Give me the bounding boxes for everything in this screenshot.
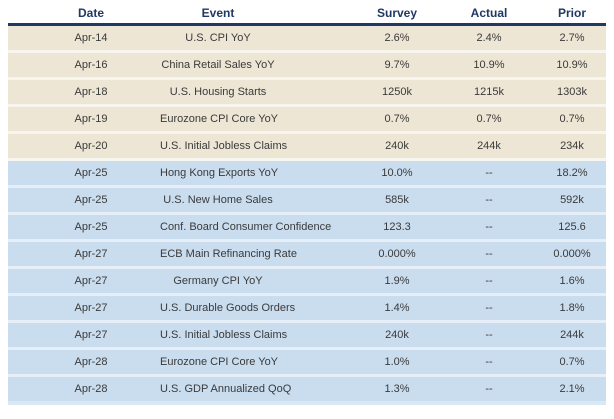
cell-event: U.S. GDP Annualized QoQ: [160, 375, 354, 405]
cell-prior: 0.7%: [538, 348, 606, 377]
cell-prior: 125.6: [538, 213, 606, 242]
cell-actual: 0.7%: [440, 105, 538, 134]
cell-prior: 18.2%: [538, 159, 606, 188]
table-row: Apr-28 U.S. GDP Annualized QoQ 1.3% -- 2…: [8, 375, 606, 405]
table-row: Apr-27 U.S. Initial Jobless Claims 240k …: [8, 321, 606, 350]
cell-event: U.S. CPI YoY: [160, 23, 354, 53]
table-row: Apr-16 China Retail Sales YoY 9.7% 10.9%…: [8, 51, 606, 80]
cell-actual: --: [440, 348, 538, 377]
table-row: Apr-25 Conf. Board Consumer Confidence 1…: [8, 213, 606, 242]
column-header-survey: Survey: [354, 2, 440, 26]
cell-date: Apr-20: [8, 132, 160, 161]
cell-event: China Retail Sales YoY: [160, 51, 354, 80]
cell-prior: 1.8%: [538, 294, 606, 323]
economic-calendar-table: Date Event Survey Actual Prior Apr-14 U.…: [8, 2, 606, 405]
cell-date: Apr-27: [8, 321, 160, 350]
cell-actual: 2.4%: [440, 23, 538, 53]
column-header-prior: Prior: [538, 2, 606, 26]
cell-survey: 2.6%: [354, 23, 440, 53]
table-row: Apr-14 U.S. CPI YoY 2.6% 2.4% 2.7%: [8, 23, 606, 53]
cell-survey: 123.3: [354, 213, 440, 242]
cell-actual: --: [440, 159, 538, 188]
cell-actual: --: [440, 321, 538, 350]
cell-event: U.S. Initial Jobless Claims: [160, 132, 354, 161]
cell-date: Apr-14: [8, 23, 160, 53]
cell-actual: 1215k: [440, 78, 538, 107]
header-row: Date Event Survey Actual Prior: [8, 2, 606, 26]
column-header-date: Date: [8, 2, 160, 26]
cell-date: Apr-18: [8, 78, 160, 107]
cell-date: Apr-16: [8, 51, 160, 80]
table-row: Apr-25 Hong Kong Exports YoY 10.0% -- 18…: [8, 159, 606, 188]
cell-prior: 1303k: [538, 78, 606, 107]
table-body: Apr-14 U.S. CPI YoY 2.6% 2.4% 2.7% Apr-1…: [8, 23, 606, 405]
cell-date: Apr-25: [8, 213, 160, 242]
cell-date: Apr-27: [8, 294, 160, 323]
cell-survey: 585k: [354, 186, 440, 215]
table-header: Date Event Survey Actual Prior: [8, 2, 606, 26]
cell-date: Apr-27: [8, 267, 160, 296]
cell-prior: 1.6%: [538, 267, 606, 296]
cell-event: U.S. Initial Jobless Claims: [160, 321, 354, 350]
cell-prior: 234k: [538, 132, 606, 161]
table-row: Apr-27 ECB Main Refinancing Rate 0.000% …: [8, 240, 606, 269]
cell-event: Germany CPI YoY: [160, 267, 354, 296]
cell-survey: 0.000%: [354, 240, 440, 269]
cell-event: Hong Kong Exports YoY: [160, 159, 354, 188]
cell-event: Conf. Board Consumer Confidence: [160, 213, 354, 242]
table-row: Apr-28 Eurozone CPI Core YoY 1.0% -- 0.7…: [8, 348, 606, 377]
cell-prior: 592k: [538, 186, 606, 215]
column-header-event: Event: [160, 2, 354, 26]
cell-actual: --: [440, 240, 538, 269]
cell-event: U.S. Durable Goods Orders: [160, 294, 354, 323]
table-row: Apr-18 U.S. Housing Starts 1250k 1215k 1…: [8, 78, 606, 107]
cell-event: Eurozone CPI Core YoY: [160, 348, 354, 377]
cell-survey: 1.0%: [354, 348, 440, 377]
cell-actual: --: [440, 213, 538, 242]
cell-date: Apr-19: [8, 105, 160, 134]
cell-actual: --: [440, 375, 538, 405]
table-row: Apr-25 U.S. New Home Sales 585k -- 592k: [8, 186, 606, 215]
cell-event: ECB Main Refinancing Rate: [160, 240, 354, 269]
cell-date: Apr-25: [8, 186, 160, 215]
cell-survey: 1.9%: [354, 267, 440, 296]
table-row: Apr-27 Germany CPI YoY 1.9% -- 1.6%: [8, 267, 606, 296]
cell-actual: --: [440, 267, 538, 296]
cell-actual: 10.9%: [440, 51, 538, 80]
cell-event: U.S. New Home Sales: [160, 186, 354, 215]
cell-survey: 240k: [354, 321, 440, 350]
table-row: Apr-20 U.S. Initial Jobless Claims 240k …: [8, 132, 606, 161]
cell-prior: 244k: [538, 321, 606, 350]
cell-prior: 10.9%: [538, 51, 606, 80]
cell-date: Apr-28: [8, 348, 160, 377]
cell-actual: --: [440, 186, 538, 215]
cell-survey: 1250k: [354, 78, 440, 107]
cell-survey: 0.7%: [354, 105, 440, 134]
cell-survey: 1.4%: [354, 294, 440, 323]
cell-survey: 10.0%: [354, 159, 440, 188]
cell-prior: 2.1%: [538, 375, 606, 405]
table-row: Apr-19 Eurozone CPI Core YoY 0.7% 0.7% 0…: [8, 105, 606, 134]
cell-event: U.S. Housing Starts: [160, 78, 354, 107]
table-row: Apr-27 U.S. Durable Goods Orders 1.4% --…: [8, 294, 606, 323]
column-header-actual: Actual: [440, 2, 538, 26]
cell-prior: 0.000%: [538, 240, 606, 269]
cell-date: Apr-27: [8, 240, 160, 269]
cell-prior: 0.7%: [538, 105, 606, 134]
cell-prior: 2.7%: [538, 23, 606, 53]
cell-actual: --: [440, 294, 538, 323]
cell-event: Eurozone CPI Core YoY: [160, 105, 354, 134]
cell-actual: 244k: [440, 132, 538, 161]
cell-date: Apr-25: [8, 159, 160, 188]
cell-survey: 1.3%: [354, 375, 440, 405]
cell-date: Apr-28: [8, 375, 160, 405]
cell-survey: 9.7%: [354, 51, 440, 80]
cell-survey: 240k: [354, 132, 440, 161]
